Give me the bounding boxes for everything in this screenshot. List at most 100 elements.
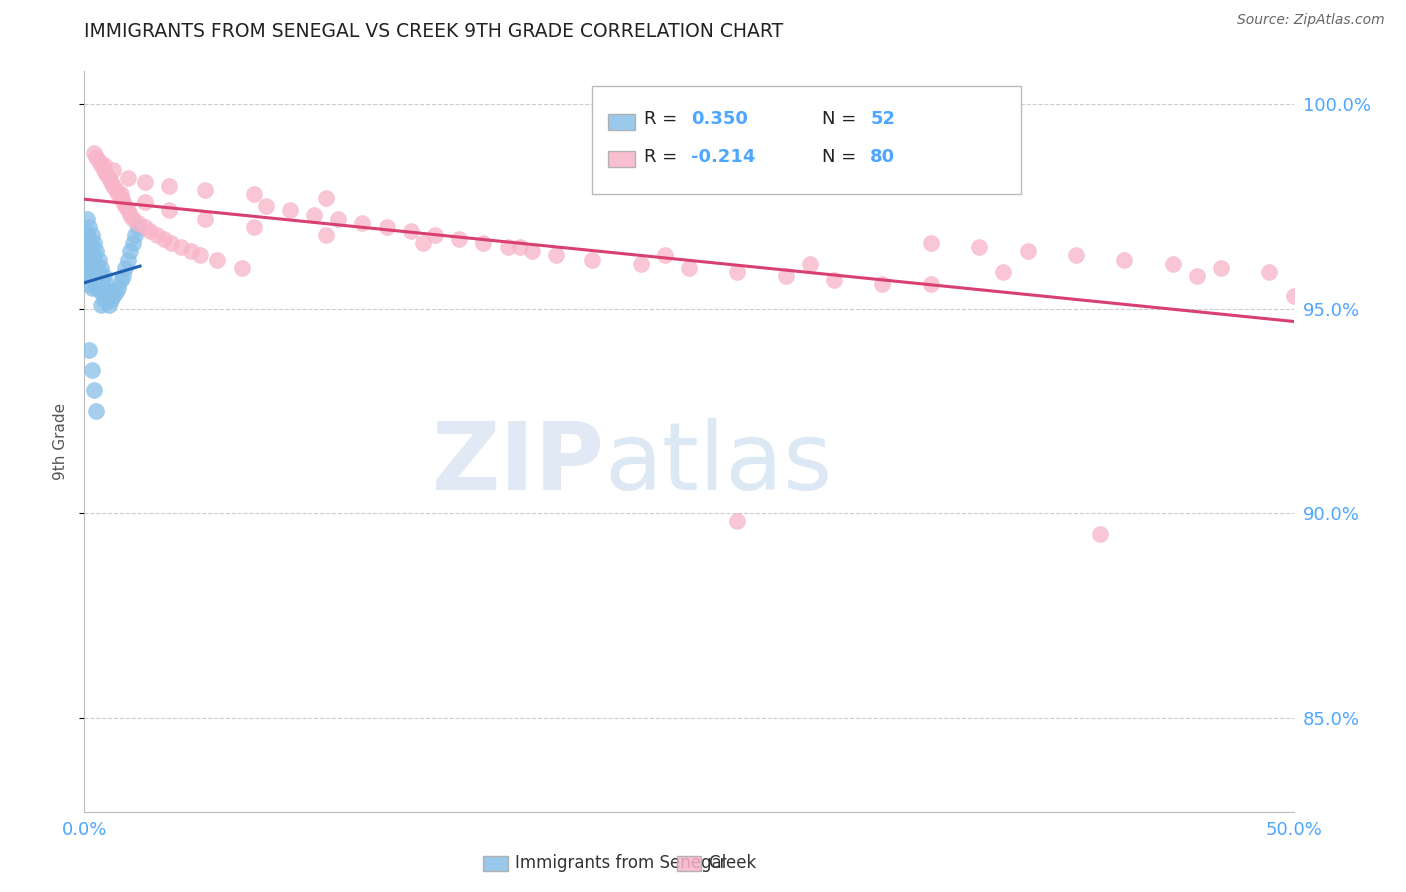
Point <box>90 260 112 275</box>
Point <box>520 244 543 259</box>
Text: ZIP: ZIP <box>432 417 605 509</box>
Point <box>315 227 337 242</box>
Point <box>1114 252 1136 267</box>
Point <box>127 216 149 230</box>
Text: -0.214: -0.214 <box>692 147 756 166</box>
Point <box>1258 265 1281 279</box>
Point <box>1064 248 1087 262</box>
Point <box>87 265 110 279</box>
Point <box>83 273 105 287</box>
Point <box>194 211 217 226</box>
Point <box>76 244 98 259</box>
Point <box>725 265 748 279</box>
Point <box>170 240 193 254</box>
Text: R =: R = <box>644 111 683 128</box>
Point <box>94 289 117 303</box>
Point <box>194 183 217 197</box>
Point <box>107 281 129 295</box>
Point <box>278 203 301 218</box>
Point <box>93 268 115 283</box>
Point <box>254 199 277 213</box>
Point <box>157 178 180 193</box>
Point <box>352 216 374 230</box>
Bar <box>607 151 634 167</box>
Point <box>87 154 110 169</box>
Point <box>1209 260 1232 275</box>
Point <box>315 191 337 205</box>
Point <box>110 191 132 205</box>
Point <box>134 219 156 234</box>
Point <box>110 273 132 287</box>
Text: 52: 52 <box>870 111 896 128</box>
Point <box>86 268 108 283</box>
Point <box>120 207 142 221</box>
Point <box>112 268 135 283</box>
Text: 80: 80 <box>870 147 896 166</box>
Point <box>134 175 156 189</box>
Point <box>190 248 212 262</box>
Bar <box>484 856 508 871</box>
Point <box>146 227 169 242</box>
Point <box>103 162 125 177</box>
Bar <box>676 856 702 871</box>
Point <box>160 236 183 251</box>
Point <box>544 248 567 262</box>
Text: atlas: atlas <box>605 417 832 509</box>
Point <box>83 236 105 251</box>
Point <box>654 248 676 262</box>
Point <box>207 252 229 267</box>
Point <box>120 244 142 259</box>
Point <box>77 236 100 251</box>
Point <box>83 146 105 161</box>
Point <box>117 252 139 267</box>
Point <box>76 260 98 275</box>
Point <box>399 224 422 238</box>
Text: Immigrants from Senegal: Immigrants from Senegal <box>515 854 725 871</box>
Point <box>496 240 519 254</box>
Point <box>242 187 264 202</box>
Point <box>94 167 117 181</box>
Point <box>375 219 398 234</box>
Point <box>76 211 98 226</box>
Point <box>472 236 495 251</box>
Point <box>97 170 120 185</box>
Point <box>83 384 105 398</box>
Point <box>86 257 108 271</box>
Point <box>117 203 139 218</box>
Point <box>86 404 108 418</box>
Point <box>121 211 143 226</box>
Point <box>77 248 100 262</box>
Point <box>93 293 115 308</box>
Point <box>87 277 110 291</box>
Point <box>993 265 1015 279</box>
Point <box>423 227 446 242</box>
Point <box>77 343 100 357</box>
Point <box>97 285 120 300</box>
Point <box>80 227 103 242</box>
Point <box>725 514 748 528</box>
Point <box>93 162 115 177</box>
Point <box>80 363 103 377</box>
Point <box>328 211 350 226</box>
Point <box>138 224 160 238</box>
Text: N =: N = <box>823 111 862 128</box>
Point <box>823 273 845 287</box>
Point <box>107 187 129 202</box>
Point <box>449 232 471 246</box>
Bar <box>607 113 634 130</box>
Text: R =: R = <box>644 147 683 166</box>
Point <box>100 175 122 189</box>
Point <box>83 260 105 275</box>
Point <box>90 285 112 300</box>
Point <box>80 252 103 267</box>
Point <box>134 195 156 210</box>
Point <box>94 277 117 291</box>
Point <box>117 170 139 185</box>
Point <box>153 232 176 246</box>
Point <box>103 178 125 193</box>
Point <box>180 244 202 259</box>
Point <box>967 240 990 254</box>
Y-axis label: 9th Grade: 9th Grade <box>52 403 67 480</box>
Point <box>775 268 797 283</box>
Text: IMMIGRANTS FROM SENEGAL VS CREEK 9TH GRADE CORRELATION CHART: IMMIGRANTS FROM SENEGAL VS CREEK 9TH GRA… <box>84 22 783 41</box>
